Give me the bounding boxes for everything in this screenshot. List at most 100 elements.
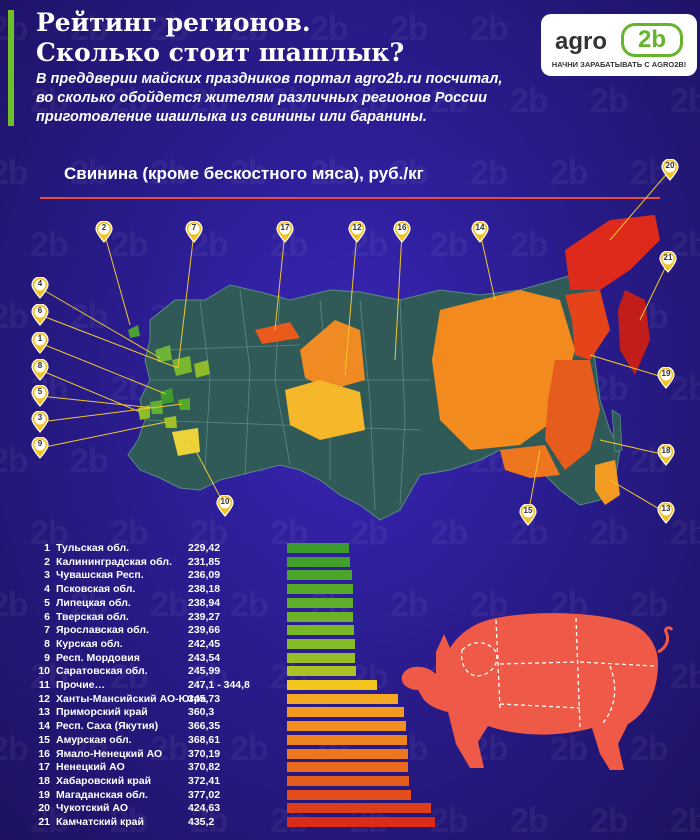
title-line-1: Рейтинг регионов.: [36, 8, 311, 37]
price-bar: [287, 721, 407, 732]
watermark-2b: 2b: [150, 730, 189, 768]
subtitle-line-1: В преддверии майских праздников портал a…: [36, 71, 503, 87]
watermark-2b: 2b: [550, 154, 589, 192]
region-yakutia: [432, 290, 575, 450]
region-chukotka: [565, 215, 660, 290]
watermark-2b: 2b: [670, 802, 700, 840]
agro2b-logo[interactable]: agro 2b НАЧНИ ЗАРАБАТЫВАТЬ С AGRO2B!: [541, 14, 697, 76]
ranking-row: 9 Респ. Мордовия 243,54: [34, 651, 294, 665]
watermark-2b: 2b: [630, 154, 669, 192]
watermark-2b: 2b: [670, 658, 700, 696]
watermark-2b: 2b: [230, 154, 269, 192]
watermark-2b: 2b: [30, 802, 69, 840]
logo-tagline: НАЧНИ ЗАРАБАТЫВАТЬ С AGRO2B!: [551, 60, 687, 69]
ranking-row: 17 Ненецкий АО 370,82: [34, 760, 294, 774]
region-kamchatka: [618, 290, 650, 375]
watermark-2b: 2b: [230, 730, 269, 768]
price-value: 231,85: [188, 555, 221, 568]
region-nenets: [255, 322, 300, 344]
ranking-row: 5 Липецкая обл. 238,94: [34, 596, 294, 610]
region-name: Псковская обл.: [56, 583, 136, 596]
section-divider: [40, 197, 660, 199]
map-pin-21: 21: [659, 250, 677, 273]
ranking-row: 7 Ярославская обл. 239,66: [34, 623, 294, 637]
rank-number: 10: [38, 665, 50, 678]
ranking-row: 18 Хабаровский край 372,41: [34, 774, 294, 788]
watermark-2b: 2b: [310, 154, 349, 192]
watermark-2b: 2b: [30, 658, 69, 696]
region-name: Респ. Мордовия: [56, 651, 140, 664]
subtitle-line-3: приготовление шашлыка из свинины или бар…: [36, 109, 427, 125]
price-value: 236,09: [188, 569, 221, 582]
watermark-2b: 2b: [0, 10, 29, 49]
watermark-2b: 2b: [510, 802, 549, 840]
ranking-row: 14 Респ. Саха (Якутия) 366,35: [34, 719, 294, 733]
rank-number: 16: [38, 747, 50, 760]
price-value: 372,41: [188, 774, 221, 787]
rank-number: 17: [38, 761, 50, 774]
region-tver: [172, 356, 192, 376]
watermark-2b: 2b: [0, 154, 29, 192]
price-value: 360,3: [188, 706, 215, 719]
price-bar: [287, 762, 409, 773]
rank-number: 5: [44, 596, 50, 609]
watermark-2b: 2b: [590, 514, 629, 552]
watermark-2b: 2b: [230, 586, 269, 624]
map-pin-15: 15: [519, 503, 537, 526]
watermark-2b: 2b: [430, 514, 469, 552]
price-bar: [287, 693, 398, 704]
watermark-2b: 2b: [390, 586, 429, 624]
price-bar: [287, 543, 350, 553]
watermark-2b: 2b: [350, 658, 389, 696]
region-primorsky: [595, 460, 620, 505]
price-value: 345,73: [188, 692, 221, 705]
price-bar: [287, 803, 431, 814]
region-yamal: [300, 320, 365, 390]
rank-number: 20: [38, 802, 50, 815]
map-pin-17: 17: [276, 220, 294, 243]
rank-number: 11: [38, 679, 50, 691]
region-khabarovsk: [545, 360, 600, 470]
ranking-row: 1 Тульская обл. 229,42: [34, 541, 294, 555]
rank-number: 13: [38, 706, 50, 719]
map-pin-7: 7: [185, 220, 203, 243]
title-line-2: Сколько стоит шашлык?: [36, 38, 405, 67]
rank-number: 8: [44, 637, 50, 650]
map-pin-label: 3: [37, 413, 43, 422]
map-pin-16: 16: [393, 220, 411, 243]
region-name: Хабаровский край: [56, 774, 152, 787]
rank-number: 18: [38, 774, 50, 787]
watermark-2b: 2b: [590, 802, 629, 840]
map-pin-1: 1: [31, 331, 49, 354]
ranking-row: 12 Ханты-Мансийский АО-Югра 345,73: [34, 692, 294, 706]
watermark-2b: 2b: [0, 298, 29, 336]
watermark-2b: 2b: [470, 154, 509, 192]
pin-leaders: [39, 169, 671, 516]
logo-2b-text: 2b: [621, 23, 683, 57]
watermark-2b: 2b: [470, 10, 509, 48]
price-bar: [287, 734, 408, 745]
region-name: Калининградская обл.: [56, 555, 172, 568]
watermark-2b: 2b: [630, 730, 669, 768]
price-value: 238,94: [188, 596, 221, 609]
ranking-row: 3 Чувашская Респ. 236,09: [34, 568, 294, 582]
watermark-2b: 2b: [70, 154, 109, 192]
price-bar: [287, 597, 354, 608]
map-pin-label: 14: [475, 223, 485, 232]
ranking-row: 8 Курская обл. 242,45: [34, 637, 294, 651]
rank-number: 9: [44, 651, 50, 664]
price-value: 366,35: [188, 720, 221, 733]
map-pin-label: 12: [352, 223, 362, 232]
watermark-2b: 2b: [430, 82, 469, 120]
watermark-2b: 2b: [0, 442, 29, 480]
ranking-row: 15 Амурская обл. 368,61: [34, 733, 294, 747]
ranking-row: 10 Саратовская обл. 245,99: [34, 664, 294, 678]
map-pin-4: 4: [31, 276, 49, 299]
map-pin-6: 6: [31, 303, 49, 326]
map-pin-label: 6: [37, 306, 43, 315]
watermark-2b: 2b: [70, 10, 109, 48]
price-bar: [287, 570, 353, 581]
price-value: 242,45: [188, 637, 221, 650]
region-yaroslavl: [194, 360, 210, 378]
